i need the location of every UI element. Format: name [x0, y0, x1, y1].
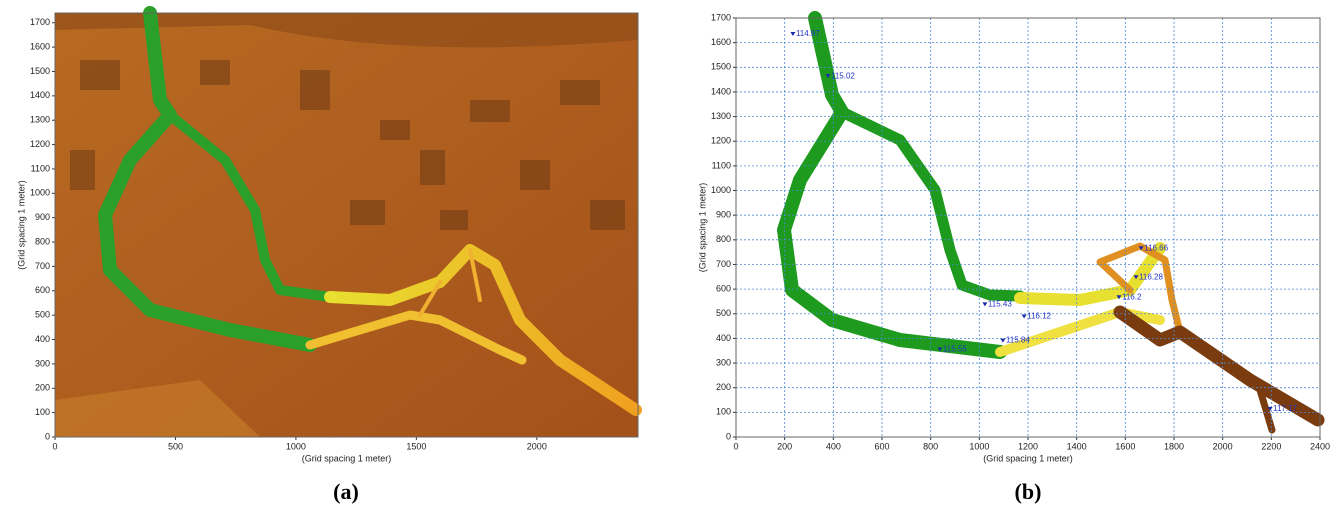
gauge-value: 114.97	[796, 29, 820, 38]
y-tick-label: 400	[716, 333, 731, 343]
y-tick-label: 100	[35, 407, 50, 417]
y-tick-label: 1700	[30, 17, 50, 27]
y-tick-label: 1600	[30, 41, 50, 51]
x-tick-label: 600	[874, 441, 889, 451]
y-tick-label: 1400	[711, 86, 731, 96]
gauge-value: 116.28	[1139, 272, 1163, 281]
y-tick-label: 1600	[711, 37, 731, 47]
y-tick-label: 0	[45, 431, 50, 441]
y-tick-label: 300	[35, 358, 50, 368]
y-tick-label: 600	[35, 285, 50, 295]
panel-label: (b)	[1015, 479, 1042, 504]
y-tick-label: 600	[716, 283, 731, 293]
x-tick-label: 500	[168, 441, 183, 451]
gauge-marker	[982, 302, 987, 306]
river-shape	[784, 18, 1318, 430]
gauge-value: 117.17	[1273, 404, 1297, 413]
x-tick-label: 0	[52, 441, 57, 451]
x-tick-label: 2400	[1310, 441, 1330, 451]
x-tick-label: 1500	[406, 441, 426, 451]
figure: (a) (b) 05001000150020000100200300400500…	[0, 0, 1336, 509]
y-axis-label: (Grid spacing 1 meter)	[697, 183, 707, 273]
x-tick-label: 200	[777, 441, 792, 451]
y-tick-label: 1100	[31, 163, 50, 173]
x-axis-label: (Grid spacing 1 meter)	[983, 453, 1073, 463]
y-tick-label: 1400	[30, 90, 50, 100]
y-tick-label: 1500	[30, 66, 50, 76]
x-tick-label: 1200	[1018, 441, 1038, 451]
x-tick-label: 1800	[1164, 441, 1184, 451]
y-axis-label: (Grid spacing 1 meter)	[16, 180, 26, 270]
gauge-value: 116.66	[1144, 243, 1168, 252]
map-image	[55, 13, 638, 437]
gauge-value: 115.02	[831, 71, 855, 80]
x-tick-label: 2000	[1213, 441, 1233, 451]
y-tick-label: 900	[716, 210, 731, 220]
x-tick-label: 1400	[1067, 441, 1087, 451]
y-tick-label: 500	[35, 310, 50, 320]
y-tick-label: 1000	[30, 188, 50, 198]
y-tick-label: 0	[726, 431, 731, 441]
y-tick-label: 800	[716, 234, 731, 244]
y-tick-label: 400	[35, 334, 50, 344]
y-tick-label: 700	[716, 259, 731, 269]
panel-label: (a)	[333, 479, 359, 504]
gauge-value: 116.12	[1027, 312, 1051, 321]
gauge-value: 115.84	[1006, 336, 1030, 345]
y-tick-label: 100	[716, 407, 731, 417]
y-tick-label: 200	[716, 382, 731, 392]
y-tick-label: 800	[35, 236, 50, 246]
x-tick-label: 400	[826, 441, 841, 451]
gauge-value: 115.43	[988, 300, 1012, 309]
y-tick-label: 1300	[30, 115, 50, 125]
y-tick-label: 1100	[712, 160, 731, 170]
gauge-value: 115.55	[943, 345, 967, 354]
y-tick-label: 1200	[711, 136, 731, 146]
y-tick-label: 200	[35, 383, 50, 393]
y-tick-label: 300	[716, 357, 731, 367]
x-tick-label: 2200	[1261, 441, 1281, 451]
gauge-marker	[790, 32, 795, 36]
x-tick-label: 0	[733, 441, 738, 451]
gauge-marker	[1022, 314, 1027, 318]
x-tick-label: 1000	[286, 441, 306, 451]
y-tick-label: 700	[35, 261, 50, 271]
y-tick-label: 900	[35, 212, 50, 222]
gauge-marker	[1000, 339, 1005, 343]
x-tick-label: 2000	[527, 441, 547, 451]
y-tick-label: 1500	[711, 62, 731, 72]
y-tick-label: 500	[716, 308, 731, 318]
x-axis-label: (Grid spacing 1 meter)	[302, 453, 392, 463]
y-tick-label: 1700	[711, 12, 731, 22]
y-tick-label: 1200	[30, 139, 50, 149]
y-tick-label: 1300	[711, 111, 731, 121]
gauge-value: 116.2	[1122, 292, 1142, 301]
x-tick-label: 1000	[969, 441, 989, 451]
x-tick-label: 1600	[1115, 441, 1135, 451]
x-tick-label: 800	[923, 441, 938, 451]
y-tick-label: 1000	[711, 185, 731, 195]
